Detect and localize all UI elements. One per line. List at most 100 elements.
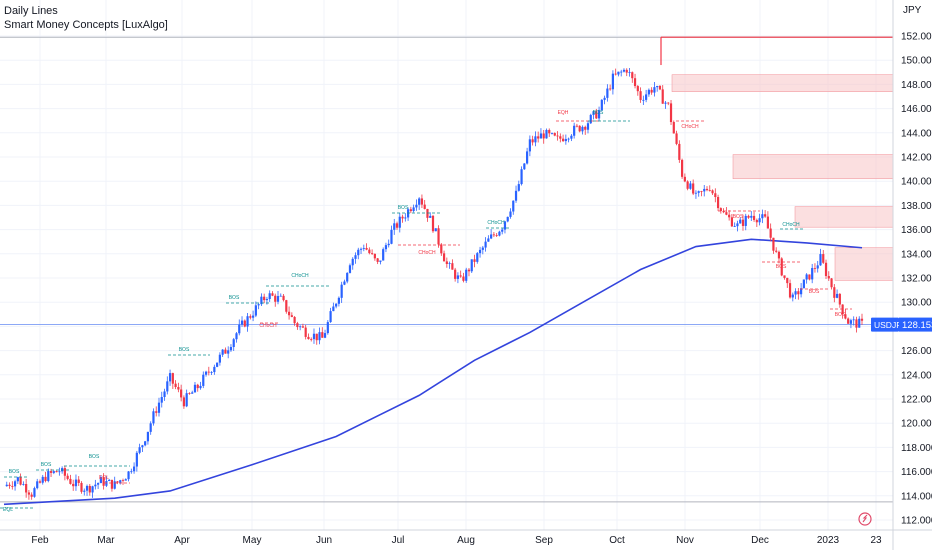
candle-body	[476, 253, 479, 262]
candle-body	[597, 110, 601, 119]
smc-label-17: BOS	[776, 264, 787, 270]
candle-body	[121, 480, 125, 481]
candle-body	[11, 486, 14, 487]
candle-body	[279, 295, 282, 297]
candle-body	[310, 339, 313, 340]
smc-label-19: BOS	[835, 312, 846, 318]
candle-body	[849, 320, 853, 324]
candle-body	[193, 384, 197, 393]
candle-body	[716, 197, 720, 209]
candle-body	[235, 333, 238, 340]
candle-body	[254, 305, 257, 316]
candle-body	[822, 254, 825, 263]
x-tick-label: Feb	[31, 535, 49, 546]
candle-body	[354, 255, 357, 259]
tradingview-logo-icon	[858, 512, 872, 526]
candle-body	[478, 249, 482, 254]
candle-body	[675, 133, 678, 144]
candle-body	[526, 151, 529, 164]
candle-body	[13, 481, 17, 487]
y-tick-label: 124.000	[901, 370, 932, 381]
candle-body	[412, 207, 415, 212]
x-tick-label: 2023	[817, 535, 840, 546]
smc-label-4: EQL	[99, 475, 109, 481]
candle-body	[642, 99, 645, 101]
smc-label-0: BOS	[9, 469, 20, 475]
candle-body	[141, 445, 144, 448]
smc-label-3: EQL	[3, 507, 13, 513]
candle-body	[454, 269, 457, 279]
candle-body	[282, 295, 285, 301]
candle-body	[362, 247, 365, 249]
candle-body	[528, 139, 531, 152]
candle-body	[456, 275, 460, 279]
candle-body	[813, 268, 817, 269]
candle-body	[376, 258, 379, 262]
candle-body	[573, 125, 576, 136]
candle-body	[442, 253, 446, 262]
candle-body	[8, 484, 11, 487]
candle-body	[561, 138, 565, 142]
candle-body	[251, 315, 255, 318]
candle-body	[238, 324, 241, 334]
candle-body	[800, 288, 803, 295]
candle-body	[564, 138, 567, 142]
candle-body	[207, 371, 210, 373]
candle-body	[739, 219, 742, 224]
candle-body	[119, 480, 122, 483]
candle-body	[487, 238, 490, 242]
candle-body	[182, 397, 186, 407]
candle-body	[5, 484, 8, 487]
candle-body	[74, 479, 78, 487]
x-tick-label: Oct	[609, 535, 625, 546]
y-tick-label: 112.000	[901, 516, 932, 527]
candle-body	[714, 193, 717, 198]
candle-body	[728, 214, 731, 218]
candle-body	[844, 314, 847, 319]
candle-body	[368, 249, 371, 254]
smc-label-1: BOS	[41, 462, 52, 468]
last-price-tag	[899, 317, 932, 332]
candle-body	[484, 241, 487, 248]
candle-body	[188, 393, 191, 394]
x-tick-label: Jun	[316, 535, 332, 546]
candle-body	[575, 125, 579, 127]
candle-body	[216, 362, 219, 367]
candle-body	[63, 468, 66, 476]
candle-body	[395, 223, 399, 228]
smc-label-13: BOS	[593, 110, 604, 116]
candle-body	[559, 136, 562, 139]
candle-body	[495, 235, 498, 236]
candle-body	[708, 190, 711, 191]
candle-body	[263, 296, 266, 301]
candle-body	[318, 332, 321, 341]
candle-body	[797, 291, 800, 295]
candle-body	[72, 483, 75, 487]
candle-body	[736, 223, 739, 227]
candle-body	[448, 263, 451, 264]
candle-body	[490, 234, 493, 239]
y-tick-label: 118.000	[901, 443, 932, 454]
candle-body	[501, 229, 504, 232]
candle-body	[404, 217, 407, 219]
candle-body	[650, 89, 653, 93]
candle-body	[570, 135, 573, 139]
candle-body	[506, 216, 509, 222]
candle-body	[102, 476, 105, 486]
smc-label-12: EQH	[558, 110, 569, 116]
candle-body	[750, 215, 753, 218]
candle-body	[359, 248, 363, 250]
y-tick-label: 114.000	[901, 491, 932, 502]
candle-body	[531, 139, 534, 143]
candle-body	[232, 339, 235, 348]
candle-body	[41, 476, 44, 483]
candle-body	[426, 208, 429, 218]
candle-body	[589, 114, 592, 124]
candle-body	[625, 69, 628, 73]
symbol-tag-text: USDJPY	[874, 320, 908, 330]
candle-body	[603, 97, 606, 100]
candle-body	[185, 393, 188, 407]
candle-body	[384, 245, 388, 250]
candle-body	[293, 316, 296, 324]
